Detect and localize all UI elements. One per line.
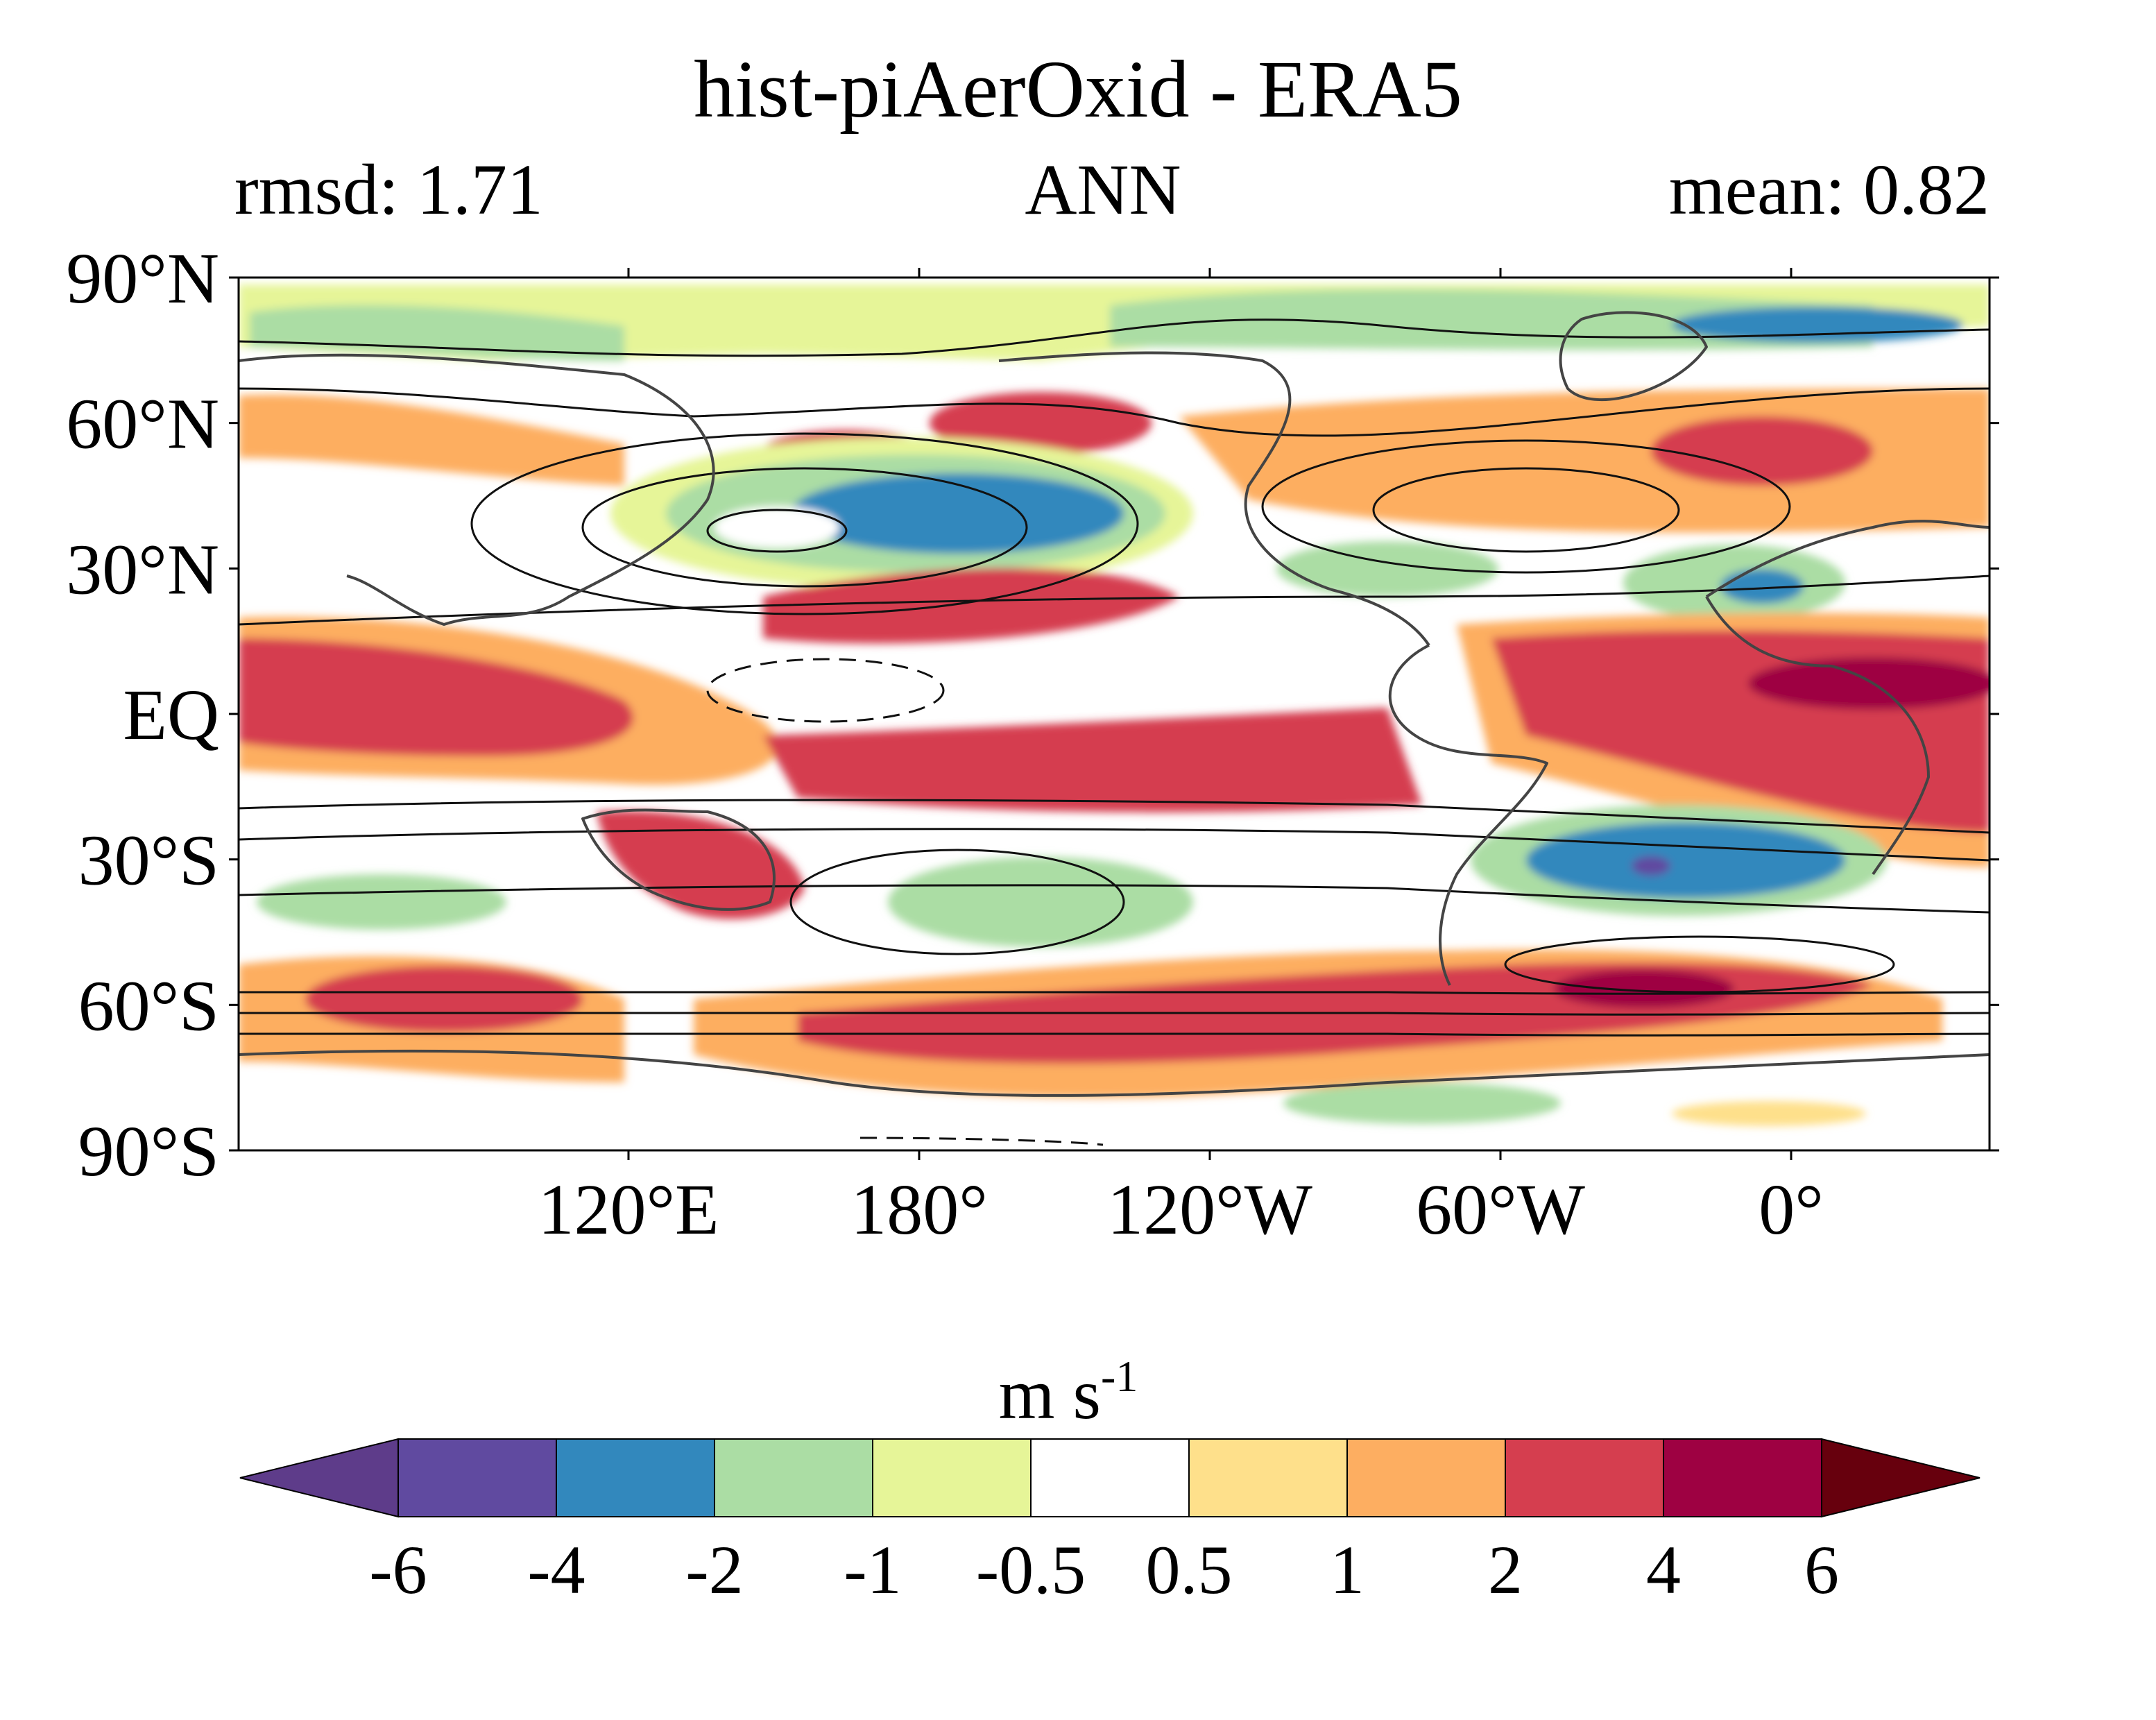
coast-north-america [998,351,1430,647]
lon-label: 120°E [538,1170,719,1250]
units-base: m s [998,1354,1102,1434]
fill-siberia-green [250,305,624,361]
colorbar-bin [872,1438,1032,1517]
colorbar-bin [556,1438,715,1517]
colorbar-tick-label: 0.5 [1146,1531,1233,1608]
mean-label: mean: 0.82 [1668,150,1990,230]
coast-antarctica [239,1049,1990,1097]
fill-nw-orange [239,394,624,486]
colorbar-tick-label: 4 [1646,1531,1681,1608]
lat-label: 90°S [78,1112,219,1191]
fill-satl-blue [1526,822,1845,899]
rmsd-label: rmsd: 1.71 [234,150,543,230]
fill-nordic-red [1651,416,1873,486]
contour-line [239,828,1990,862]
fill-gulf-green [1276,541,1498,597]
fill-alaska-red [930,392,1152,454]
season-label: ANN [1025,150,1181,230]
colorbar-tick-label: 1 [1330,1531,1364,1608]
contour-line [1372,467,1680,553]
fill-npac-white [715,506,839,548]
contour-line [706,509,848,553]
colorbar-bin [1030,1438,1190,1517]
colorbar-tick-label: 2 [1488,1531,1523,1608]
colorbar-bin [1346,1438,1506,1517]
colorbar-tick-label: 6 [1804,1531,1839,1608]
contour-line [239,318,1990,357]
coast-south-america [1388,644,1548,986]
colorbar-tick-label: -4 [527,1531,585,1608]
lon-label: 60°W [1416,1170,1585,1250]
colorbar-bin [1505,1438,1664,1517]
contour-line [239,387,1990,437]
contour-line [470,432,1139,615]
colorbar: -6 -4 -2 -1 -0.5 0.5 1 2 4 6 [239,1438,1980,1608]
fill-satl-purple [1632,856,1670,876]
contour-line [581,467,1028,588]
colorbar-tick-label: -0.5 [976,1531,1086,1608]
plot-title: hist-piAerOxid - ERA5 [694,44,1462,135]
fill-natl-blue [1720,569,1804,604]
units-exponent: -1 [1101,1352,1138,1401]
colorbar-bin [714,1438,873,1517]
contour-line [789,849,1125,955]
lat-label: 60°S [78,966,219,1046]
colorbar-under-arrow [239,1438,399,1518]
fill-npac-blue [791,473,1124,554]
fill-australia-red [597,810,805,919]
fill-spac-red [763,708,1422,812]
lat-label: EQ [123,675,219,755]
contour-line [1504,935,1895,994]
lat-label: 30°S [78,821,219,901]
lat-label: 90°N [66,239,219,318]
contour-line [239,884,1990,914]
coast-greenland [1559,311,1708,401]
fill-spac-green [888,857,1193,947]
colorbar-bin [1188,1438,1348,1517]
coast-europe [1705,520,1990,598]
fill-antarctic-green [1283,1082,1561,1124]
fill-tatl-darkred [1748,657,1990,710]
longitude-axis: 120°E 180° 120°W 60°W 0° [538,268,1824,1250]
coastlines [239,311,1990,1097]
colorbar-bin [1663,1438,1822,1517]
latitude-axis: 90°N 60°N 30°N EQ 30°S 60°S 90°S [66,239,1999,1191]
coast-africa [1705,596,1930,876]
colorbar-over-arrow [1821,1438,1980,1518]
colorbar-bin [397,1438,557,1517]
coast-asia [239,353,715,626]
fill-antarctic-yellow [1672,1101,1866,1126]
lat-label: 30°N [66,529,219,609]
contour-line [239,799,1990,834]
coast-australia [581,808,776,911]
lat-label: 60°N [66,384,219,464]
lon-label: 120°W [1107,1170,1312,1250]
contour-dashed [706,658,945,723]
colorbar-tick-label: -1 [844,1531,901,1608]
lon-label: 180° [850,1170,988,1250]
map-panel [239,278,1990,1150]
fill-so-darkred [1554,969,1734,1008]
fill-so-west-red [305,966,583,1032]
contour-line [1261,439,1791,574]
lon-label: 0° [1759,1170,1824,1250]
fill-greenland-blue [1672,307,1963,343]
fill-arctic-green [1110,289,1873,350]
fill-io-red [239,638,634,756]
colorbar-tick-label: -2 [685,1531,743,1608]
fill-cpac-red [763,568,1179,644]
fill-sio-green [257,874,506,930]
colorbar-tick-label: -6 [369,1531,427,1608]
colorbar-units: m s-1 [902,1354,1235,1431]
